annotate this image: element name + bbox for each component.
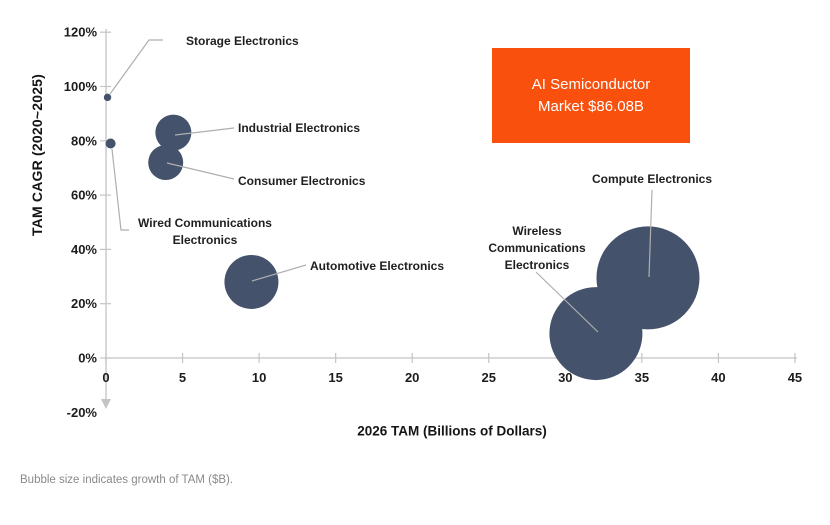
y-tick-label: 80% bbox=[71, 133, 97, 148]
label-compute-electronics: Compute Electronics bbox=[591, 171, 713, 186]
bubble-compute-electronics bbox=[596, 226, 700, 330]
y-axis-title: TAM CAGR (2020~2025) bbox=[29, 73, 45, 237]
leader-line-wired-communications-electronics bbox=[111, 148, 129, 231]
x-tick-label: 0 bbox=[102, 370, 109, 385]
annotation-line-2: Market $86.08B bbox=[538, 97, 644, 115]
y-axis-arrow-icon bbox=[101, 399, 111, 409]
x-axis-title: 2026 TAM (Billions of Dollars) bbox=[357, 423, 547, 439]
x-tick-label: 30 bbox=[558, 370, 572, 385]
label-industrial-electronics: Industrial Electronics bbox=[238, 120, 361, 135]
leader-line-compute-electronics bbox=[648, 189, 653, 278]
y-tick-label: 120% bbox=[64, 25, 98, 40]
leader-line-storage-electronics bbox=[109, 39, 163, 95]
leader-line-industrial-electronics bbox=[174, 127, 235, 136]
label-consumer-electronics: Consumer Electronics bbox=[238, 173, 366, 188]
label-wired-communications-electronics: Wired Communications Electronics bbox=[138, 216, 272, 247]
x-tick-label: 35 bbox=[635, 370, 649, 385]
label-automotive-electronics: Automotive Electronics bbox=[310, 258, 445, 273]
annotation-line-1: AI Semiconductor bbox=[531, 75, 651, 93]
leader-line-consumer-electronics bbox=[166, 162, 235, 180]
y-tick-label: 40% bbox=[71, 242, 97, 257]
bubble-industrial-electronics bbox=[155, 114, 192, 151]
bubble-automotive-electronics bbox=[224, 254, 279, 309]
leader-line-wireless-communications-electronics bbox=[535, 271, 599, 333]
y-tick-label: 0% bbox=[78, 351, 97, 366]
footnote: Bubble size indicates growth of TAM ($B)… bbox=[20, 474, 234, 486]
x-tick-label: 10 bbox=[252, 370, 266, 385]
x-tick-label: 40 bbox=[711, 370, 725, 385]
label-wireless-communications-electronics: Wireless Communications Electronics bbox=[488, 223, 586, 272]
bubble-wired-communications-electronics bbox=[105, 138, 116, 149]
bubble-storage-electronics bbox=[103, 93, 112, 102]
label-storage-electronics: Storage Electronics bbox=[186, 33, 299, 48]
bubble-consumer-electronics bbox=[148, 145, 184, 181]
leader-line-automotive-electronics bbox=[251, 264, 307, 282]
x-tick-label: 15 bbox=[328, 370, 342, 385]
x-tick-label: 5 bbox=[179, 370, 186, 385]
y-tick-label: -20% bbox=[67, 405, 98, 420]
y-tick-label: 60% bbox=[71, 188, 97, 203]
x-tick-label: 20 bbox=[405, 370, 419, 385]
x-tick-label: 45 bbox=[788, 370, 802, 385]
market-annotation-box: AI Semiconductor Market $86.08B bbox=[492, 48, 690, 143]
x-tick-label: 25 bbox=[482, 370, 496, 385]
y-tick-label: 100% bbox=[64, 79, 98, 94]
y-tick-label: 20% bbox=[71, 296, 97, 311]
